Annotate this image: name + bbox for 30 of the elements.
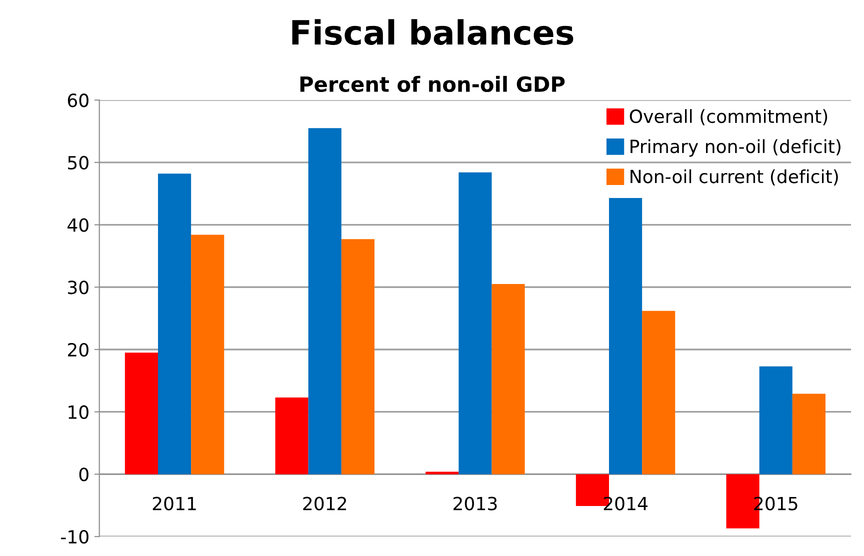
legend-label: Primary non-oil (deficit) xyxy=(630,139,840,157)
bar xyxy=(609,198,642,474)
bar xyxy=(759,366,792,474)
bar xyxy=(341,239,374,474)
x-tick-label: 2013 xyxy=(454,496,497,510)
bar xyxy=(308,128,342,474)
bar xyxy=(275,397,308,474)
y-tick-label: 50 xyxy=(68,156,88,170)
y-tick-label: 60 xyxy=(68,94,88,108)
y-tick-label: 10 xyxy=(68,405,88,419)
legend-label: Non-oil current (deficit) xyxy=(630,169,838,186)
bar xyxy=(426,472,459,474)
bar xyxy=(642,310,676,474)
bar xyxy=(191,234,224,474)
chart-subtitle: Percent of non-oil GDP xyxy=(300,76,565,92)
y-tick-label: 30 xyxy=(68,280,88,294)
bar xyxy=(492,284,525,474)
y-tick-label: -10 xyxy=(61,530,88,544)
y-tick-label: 40 xyxy=(68,218,88,232)
y-tick-label: 0 xyxy=(79,468,88,482)
bar xyxy=(792,394,826,474)
bar xyxy=(158,174,192,474)
bar xyxy=(458,172,492,474)
legend-label: Overall (commitment) xyxy=(630,109,828,126)
chart-title: Fiscal balances xyxy=(292,19,574,45)
y-tick-label: 20 xyxy=(68,342,88,357)
x-tick-label: 2014 xyxy=(604,496,648,510)
x-tick-label: 2011 xyxy=(152,496,196,510)
x-tick-label: 2012 xyxy=(303,496,346,510)
bar xyxy=(124,352,158,474)
